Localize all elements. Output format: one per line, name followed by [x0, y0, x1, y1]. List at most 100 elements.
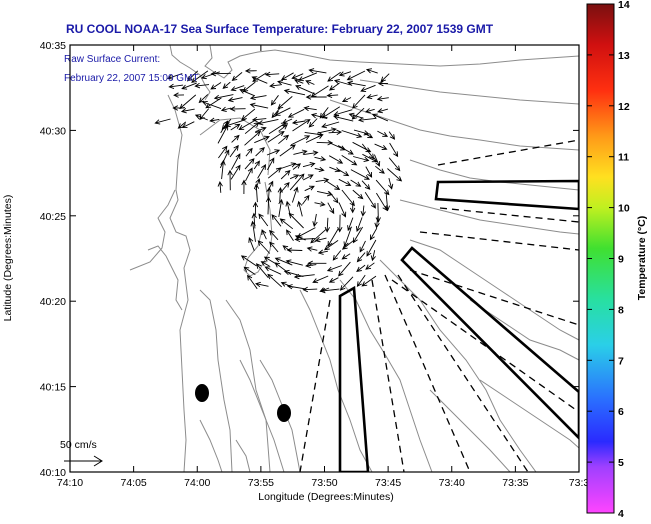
current-vector-arrow [332, 250, 342, 261]
radar-sector-southeast [400, 246, 579, 440]
current-vector-arrow [328, 277, 339, 283]
x-tick-label: 73:50 [311, 477, 337, 489]
current-vector-arrow [227, 97, 243, 103]
current-vector-arrow [255, 263, 269, 278]
y-tick-label: 40:35 [40, 40, 66, 52]
current-vector-arrow [257, 118, 279, 126]
bathymetry-contours [129, 45, 579, 472]
current-vector-arrow [341, 239, 355, 250]
current-vector-arrow [314, 156, 327, 162]
current-vector-arrow [326, 180, 341, 191]
current-vector-arrow [384, 192, 391, 212]
current-vector-arrow [361, 275, 377, 287]
current-vector-arrow [241, 108, 256, 121]
current-vector-arrow [389, 142, 399, 158]
current-vector-arrow [364, 108, 375, 114]
current-vector-arrow [250, 220, 256, 242]
current-vector-arrow [291, 186, 299, 203]
current-vector-arrow [353, 129, 370, 136]
current-vector-arrow [328, 129, 343, 135]
colorbar-tick-label: 8 [618, 304, 624, 316]
current-vector-arrow [352, 156, 370, 163]
current-vector-arrow [200, 71, 220, 80]
current-vector-arrow [352, 226, 363, 244]
current-vector-arrow [321, 106, 341, 119]
current-vector-arrow [241, 179, 247, 195]
current-vector-arrow [376, 96, 389, 102]
radar-coverage-rays [299, 139, 579, 472]
current-vector-arrow [254, 135, 270, 144]
current-vector-arrow [317, 127, 337, 134]
current-vector-arrow [278, 124, 288, 132]
current-vector-arrow [346, 70, 366, 81]
current-vector-arrow [341, 97, 352, 103]
current-vector-arrow [230, 85, 245, 92]
current-vector-arrow [315, 177, 330, 183]
current-vector-arrow [328, 155, 344, 164]
current-vector-arrow [274, 107, 291, 116]
current-vector-arrow [257, 240, 271, 254]
current-vector-arrow [231, 153, 241, 170]
current-vector-arrow [285, 259, 303, 266]
radar-sector-outlines [338, 179, 579, 472]
x-tick-label: 73:40 [439, 477, 465, 489]
current-vector-arrow [350, 169, 370, 180]
current-vector-arrow [364, 132, 374, 139]
current-vector-arrow [181, 82, 197, 90]
current-vector-arrow [180, 108, 195, 114]
current-vector-arrow [339, 276, 354, 291]
current-vector-arrow [267, 157, 275, 171]
current-vector-arrow [244, 158, 255, 170]
current-vector-arrow [374, 143, 388, 150]
current-vector-arrow [266, 149, 281, 156]
current-vector-arrow [279, 218, 294, 230]
current-vector-arrow [251, 212, 257, 229]
current-vector-arrow [312, 275, 329, 284]
current-vector-arrow [280, 72, 294, 81]
current-vector-arrow [376, 192, 388, 212]
y-tick-label: 40:10 [40, 467, 66, 479]
current-vector-arrow [341, 130, 363, 139]
current-vector-arrow [231, 134, 240, 143]
current-vector-arrow [358, 117, 377, 123]
current-vector-arrow [252, 201, 259, 215]
current-vector-arrow [296, 227, 316, 238]
scale-bar-label: 50 cm/s [60, 439, 97, 451]
radar-sector-east [434, 179, 579, 211]
current-vector-arrow [304, 185, 315, 192]
colorbar-tick-label: 14 [618, 0, 630, 11]
current-vector-arrow [271, 214, 282, 227]
current-vector-arrow [326, 265, 342, 272]
map-background [70, 45, 579, 472]
current-vector-arrow [255, 281, 269, 288]
current-vector-arrow [154, 118, 171, 125]
current-vector-arrow [271, 107, 281, 119]
current-vector-arrow [366, 93, 378, 100]
current-vector-arrow [283, 88, 306, 96]
current-vector-arrow [287, 108, 305, 118]
current-vector-arrow [278, 198, 284, 217]
colorbar-tick-label: 11 [618, 152, 629, 164]
current-vector-arrow [350, 179, 362, 187]
current-vector-arrow [258, 213, 269, 227]
current-vector-arrow [191, 70, 209, 83]
current-vector-arrow [224, 119, 246, 128]
current-vector-arrow [267, 180, 274, 192]
current-vector-arrow [255, 146, 265, 157]
radar-site-marker [195, 384, 209, 402]
current-vector-arrow [168, 83, 184, 90]
surface-current-vectors [154, 68, 403, 294]
current-vector-arrow [292, 163, 301, 170]
current-vector-arrow [307, 260, 327, 266]
current-vector-arrow [317, 249, 328, 255]
current-vector-arrow [348, 112, 364, 119]
x-axis-label: Longitude (Degrees:Minutes) [258, 491, 393, 503]
current-vector-arrow [365, 262, 375, 270]
colorbar-tick-label: 12 [618, 101, 630, 113]
current-vector-arrow [279, 162, 297, 170]
current-vector-arrow [229, 106, 246, 112]
current-vector-arrow [327, 228, 339, 247]
current-vector-arrow [279, 181, 290, 194]
current-vector-arrow [249, 94, 267, 101]
current-vector-arrow [253, 183, 260, 203]
